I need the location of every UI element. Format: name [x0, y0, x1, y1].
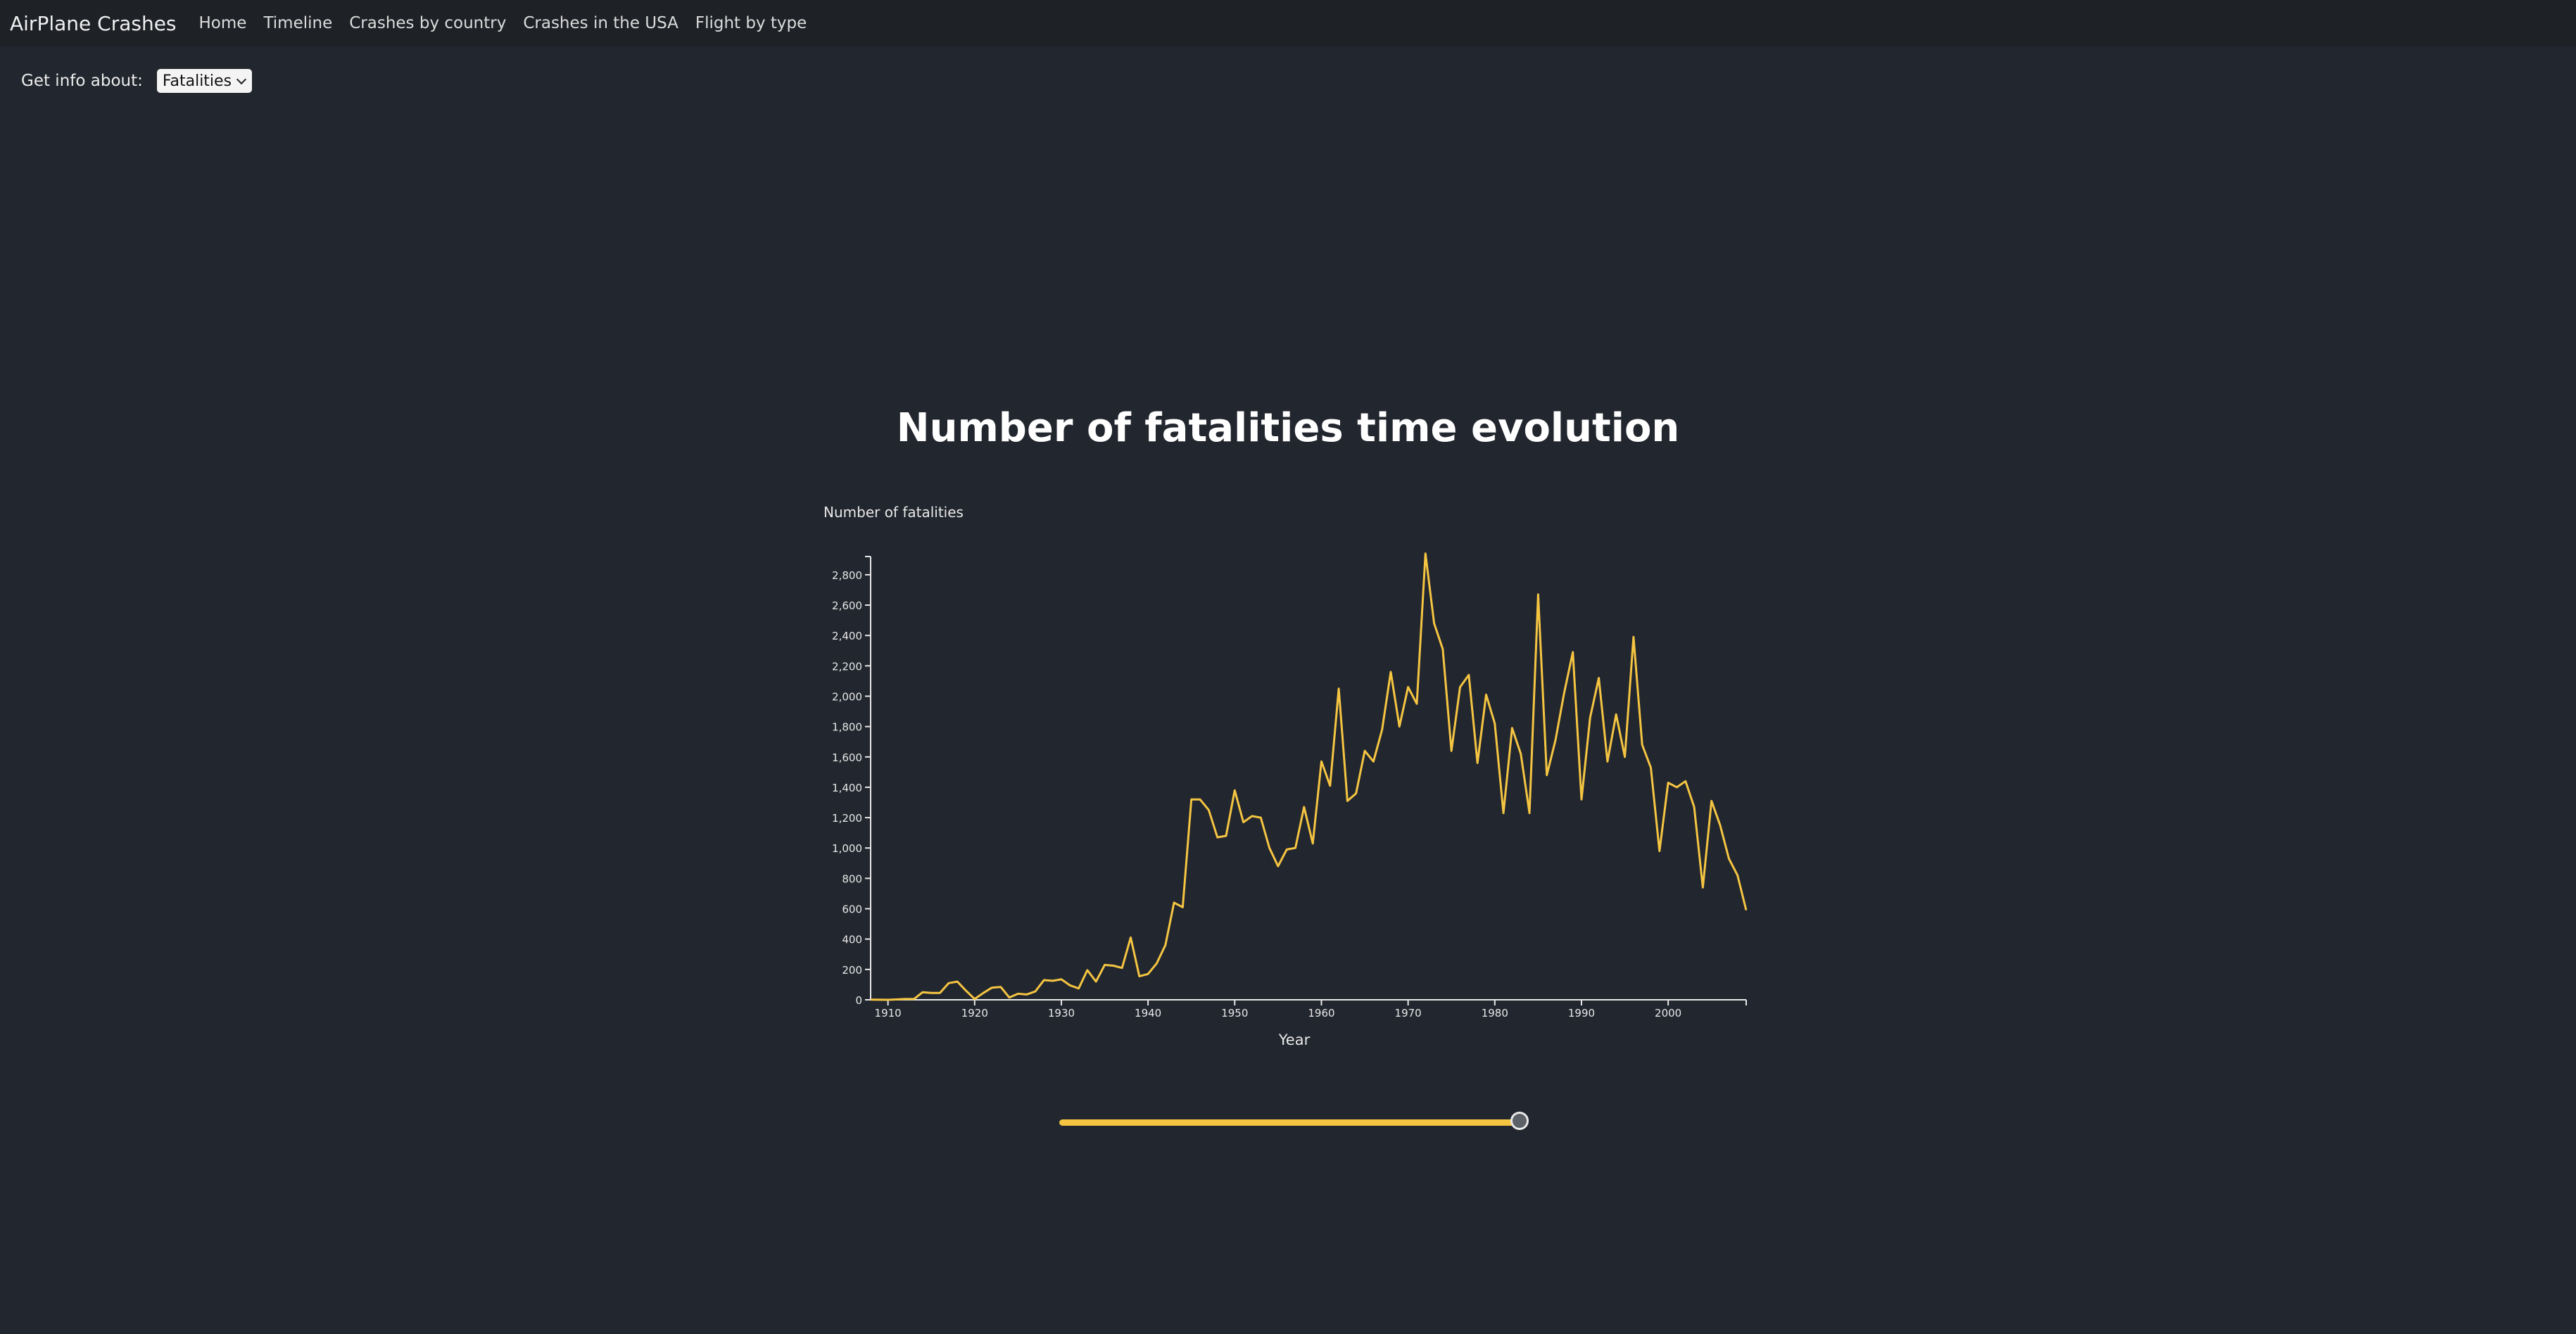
info-select-label: Get info about: [21, 72, 143, 90]
info-controls: Get info about: Fatalities [21, 69, 253, 93]
info-select-value: Fatalities [162, 72, 232, 90]
series-line-fatalities [870, 552, 1748, 1001]
y-tick-label: 1,200 [832, 812, 862, 825]
y-tick-label: 200 [842, 964, 862, 977]
y-tick-label: 0 [855, 994, 862, 1007]
x-tick-label: 1920 [961, 1007, 988, 1019]
nav-link-flight-by-type[interactable]: Flight by type [695, 14, 807, 32]
x-tick-label: 1980 [1482, 1007, 1508, 1019]
x-tick-label: 2000 [1655, 1007, 1681, 1019]
nav-link-crashes-by-country[interactable]: Crashes by country [349, 14, 507, 32]
y-tick-label: 800 [842, 872, 862, 885]
y-tick-label: 1,000 [832, 842, 862, 855]
x-tick-label: 1960 [1308, 1007, 1334, 1019]
y-axis-label: Number of fatalities [823, 504, 964, 521]
brand-link[interactable]: AirPlane Crashes [10, 11, 177, 35]
x-tick-label: 1990 [1568, 1007, 1595, 1019]
y-tick-label: 1,800 [832, 721, 862, 734]
y-tick-label: 2,400 [832, 630, 862, 642]
y-tick-label: 600 [842, 903, 862, 916]
x-tick-label: 1930 [1048, 1007, 1075, 1019]
x-tick-label: 1940 [1135, 1007, 1161, 1019]
year-range-slider-track[interactable] [1059, 1119, 1520, 1126]
y-tick-label: 1,400 [832, 782, 862, 794]
nav-link-timeline[interactable]: Timeline [263, 14, 333, 32]
nav-link-crashes-in-usa[interactable]: Crashes in the USA [523, 14, 678, 32]
y-tick-label: 2,000 [832, 690, 862, 703]
x-tick-label: 1970 [1395, 1007, 1422, 1019]
y-tick-label: 2,600 [832, 599, 862, 612]
x-tick-label: 1950 [1221, 1007, 1248, 1019]
nav-link-home[interactable]: Home [198, 14, 247, 32]
info-select[interactable]: Fatalities [156, 69, 253, 93]
nav-links: Home Timeline Crashes by country Crashes… [191, 14, 807, 32]
x-tick-label: 1910 [875, 1007, 902, 1019]
y-tick-label: 2,800 [832, 569, 862, 582]
y-tick-label: 400 [842, 934, 862, 946]
year-range-slider-handle[interactable] [1510, 1112, 1529, 1130]
page-title: Number of fatalities time evolution [896, 405, 1680, 451]
y-tick-label: 2,200 [832, 660, 862, 673]
x-axis-label: Year [1278, 1031, 1311, 1048]
y-tick-label: 1,600 [832, 751, 862, 764]
navbar: AirPlane Crashes Home Timeline Crashes b… [0, 0, 2576, 46]
